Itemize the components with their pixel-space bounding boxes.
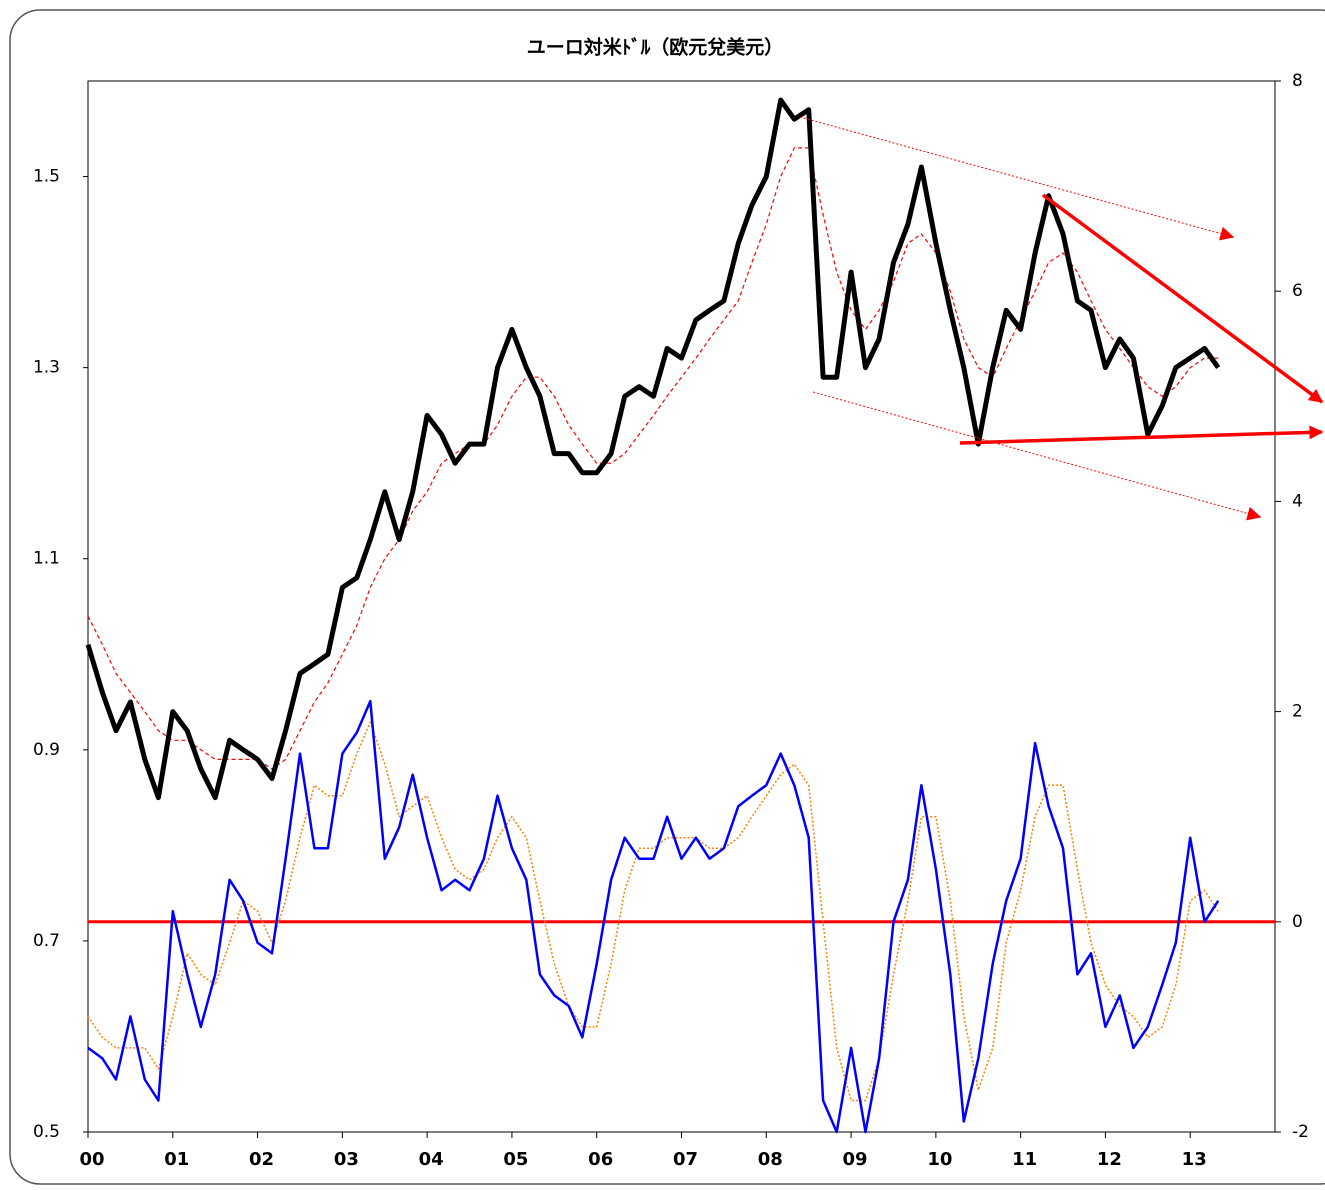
y2-tick-label: 8 [1292,71,1303,91]
y-tick-label: 0.9 [33,740,60,760]
x-tick-label: 11 [1012,1149,1037,1170]
x-tick-label: 09 [843,1149,868,1170]
y-tick-label: 1.5 [33,167,60,187]
y2-tick-label: 4 [1292,491,1303,511]
x-tick-label: 02 [249,1149,274,1170]
series-line [87,699,1220,1134]
y2-tick-label: 2 [1292,702,1303,722]
y2-tick-label: -2 [1292,1122,1309,1142]
y-tick-label: 1.1 [33,549,60,569]
triangle-lower [959,425,1324,445]
triangle-upper [1041,193,1324,404]
series-line [87,721,1219,1102]
trend-lines [799,116,1324,521]
x-tick-label: 06 [588,1149,613,1170]
y2-tick-label: 0 [1292,912,1303,932]
chart-title: ユーロ対米ﾄﾞﾙ（欧元兌美元） [527,36,784,59]
upper-channel [799,116,1235,241]
y-tick-label: 0.5 [33,1122,60,1142]
x-tick-label: 04 [419,1149,444,1170]
x-tick-label: 01 [164,1149,189,1170]
lower-channel [812,391,1262,521]
x-tick-label: 08 [758,1149,783,1170]
x-tick-label: 12 [1097,1149,1122,1170]
y-tick-label: 1.3 [33,358,60,378]
x-tick-label: 10 [927,1149,952,1170]
frame [9,9,1325,1185]
x-tick-label: 00 [79,1149,104,1170]
x-tick-label: 07 [673,1149,698,1170]
marks [85,97,1275,1134]
x-tick-label: 13 [1182,1149,1207,1170]
x-tick-label: 05 [503,1149,528,1170]
y-tick-label: 0.7 [33,931,60,951]
x-tick-label: 03 [334,1149,359,1170]
y2-tick-label: 6 [1292,281,1303,301]
series-line [85,97,1221,801]
